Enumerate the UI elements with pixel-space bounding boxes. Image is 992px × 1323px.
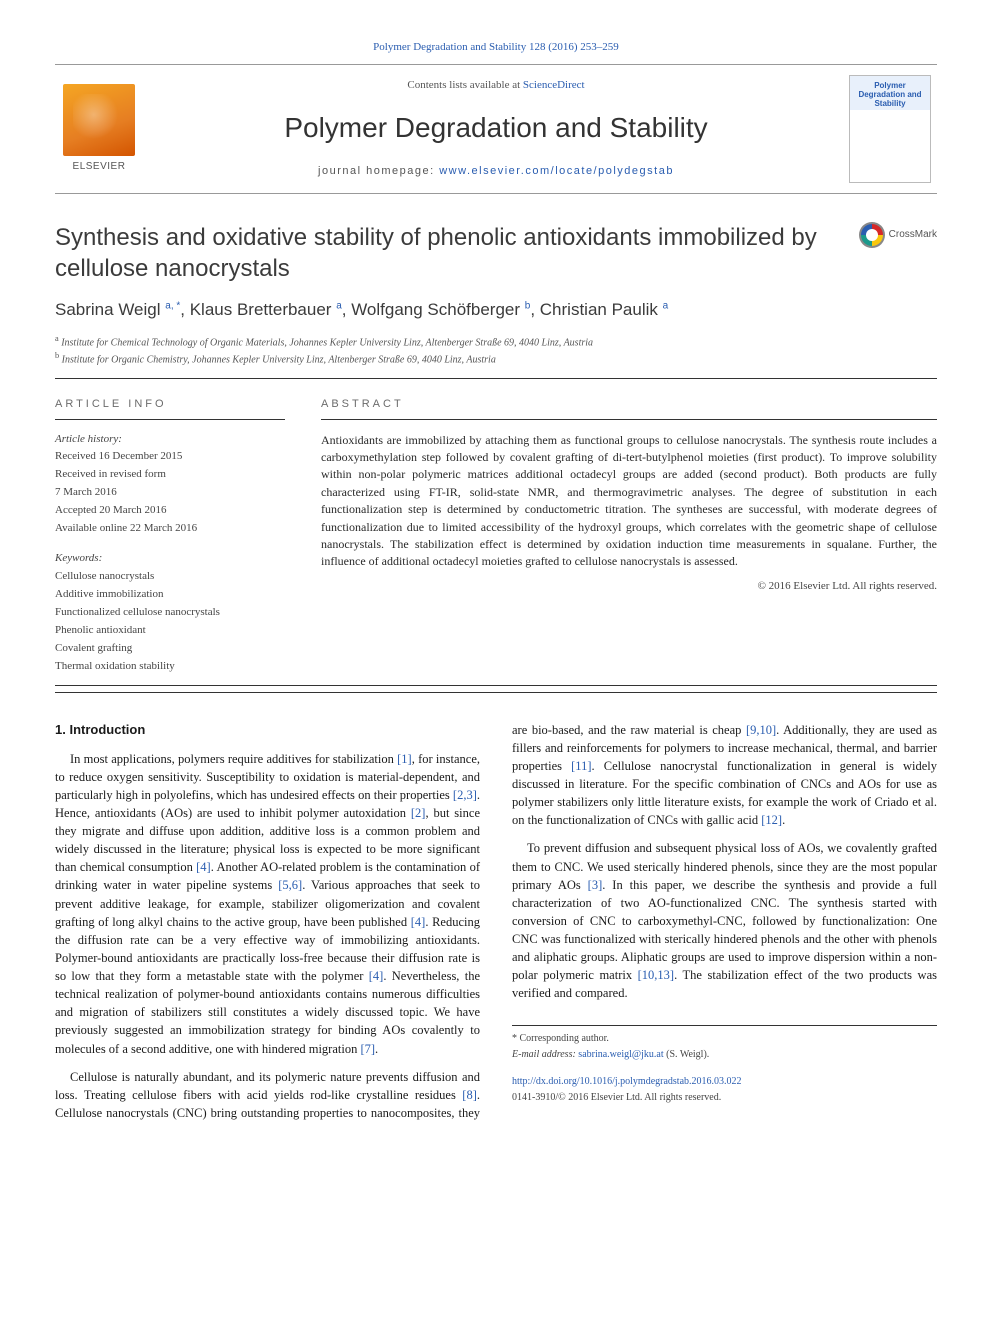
affil-marker: a	[55, 334, 59, 343]
affil-text: Institute for Organic Chemistry, Johanne…	[62, 355, 496, 366]
email-line: E-mail address: sabrina.weigl@jku.at (S.…	[512, 1048, 937, 1063]
publisher-block: ELSEVIER	[55, 84, 143, 175]
elsevier-tree-icon	[63, 84, 135, 156]
history-label: Article history:	[55, 432, 285, 448]
abstract-column: ABSTRACT Antioxidants are immobilized by…	[321, 397, 937, 677]
abstract-label: ABSTRACT	[321, 397, 937, 413]
corresponding-author-footer: * Corresponding author. E-mail address: …	[512, 1025, 937, 1106]
article-title: Synthesis and oxidative stability of phe…	[55, 222, 859, 284]
divider	[55, 378, 937, 379]
body-paragraph: To prevent diffusion and subsequent phys…	[512, 839, 937, 1002]
doi-link[interactable]: http://dx.doi.org/10.1016/j.polymdegrads…	[512, 1076, 742, 1087]
divider	[55, 419, 285, 420]
homepage-prefix: journal homepage:	[318, 165, 439, 177]
affil-text: Institute for Chemical Technology of Org…	[61, 337, 593, 348]
cover-title-text: Polymer Degradation and Stability	[854, 82, 926, 108]
contents-prefix: Contents lists available at	[407, 79, 522, 91]
body-two-column: 1. Introduction In most applications, po…	[55, 721, 937, 1122]
divider	[55, 685, 937, 686]
journal-cover-icon: Polymer Degradation and Stability	[849, 75, 931, 183]
journal-homepage-line: journal homepage: www.elsevier.com/locat…	[153, 164, 839, 180]
email-suffix: (S. Weigl).	[664, 1049, 710, 1060]
body-paragraph: In most applications, polymers require a…	[55, 750, 480, 1058]
crossmark-label: CrossMark	[889, 228, 937, 243]
journal-title: Polymer Degradation and Stability	[153, 108, 839, 149]
crossmark-icon	[859, 222, 885, 248]
contents-lists-line: Contents lists available at ScienceDirec…	[153, 78, 839, 94]
affil-marker: b	[55, 351, 59, 360]
keyword: Cellulose nanocrystals	[55, 569, 285, 585]
keyword: Phenolic antioxidant	[55, 623, 285, 639]
doi-line: http://dx.doi.org/10.1016/j.polymdegrads…	[512, 1075, 937, 1090]
history-line: Received 16 December 2015	[55, 449, 285, 465]
publisher-name: ELSEVIER	[55, 160, 143, 175]
email-label: E-mail address:	[512, 1049, 578, 1060]
corresponding-email-link[interactable]: sabrina.weigl@jku.at	[578, 1049, 663, 1060]
article-info-column: ARTICLE INFO Article history: Received 1…	[55, 397, 285, 677]
affiliations: a Institute for Chemical Technology of O…	[55, 333, 937, 368]
homepage-link[interactable]: www.elsevier.com/locate/polydegstab	[439, 165, 674, 177]
divider	[55, 692, 937, 693]
affiliation-a: a Institute for Chemical Technology of O…	[55, 333, 937, 350]
history-line: Received in revised form	[55, 467, 285, 483]
crossmark-badge-block[interactable]: CrossMark	[859, 222, 937, 248]
cover-thumbnail-block: Polymer Degradation and Stability	[849, 75, 937, 183]
sciencedirect-link[interactable]: ScienceDirect	[523, 79, 585, 91]
corresponding-author-line: * Corresponding author.	[512, 1032, 937, 1047]
citation-link[interactable]: Polymer Degradation and Stability 128 (2…	[373, 41, 619, 53]
copyright-line: © 2016 Elsevier Ltd. All rights reserved…	[321, 579, 937, 595]
article-history: Article history: Received 16 December 20…	[55, 432, 285, 675]
abstract-text: Antioxidants are immobilized by attachin…	[321, 432, 937, 571]
article-info-label: ARTICLE INFO	[55, 397, 285, 413]
history-line: Available online 22 March 2016	[55, 521, 285, 537]
affiliation-b: b Institute for Organic Chemistry, Johan…	[55, 350, 937, 367]
keyword: Additive immobilization	[55, 587, 285, 603]
divider	[321, 419, 937, 420]
keyword: Functionalized cellulose nanocrystals	[55, 605, 285, 621]
masthead: ELSEVIER Contents lists available at Sci…	[55, 64, 937, 194]
top-citation: Polymer Degradation and Stability 128 (2…	[55, 40, 937, 56]
authors-line: Sabrina Weigl a, *, Klaus Bretterbauer a…	[55, 298, 937, 323]
keyword: Thermal oxidation stability	[55, 659, 285, 675]
keywords-label: Keywords:	[55, 551, 285, 567]
masthead-center: Contents lists available at ScienceDirec…	[143, 78, 849, 180]
keyword: Covalent grafting	[55, 641, 285, 657]
history-line: Accepted 20 March 2016	[55, 503, 285, 519]
history-line: 7 March 2016	[55, 485, 285, 501]
section-heading-introduction: 1. Introduction	[55, 721, 480, 740]
issn-copyright-line: 0141-3910/© 2016 Elsevier Ltd. All right…	[512, 1091, 937, 1106]
